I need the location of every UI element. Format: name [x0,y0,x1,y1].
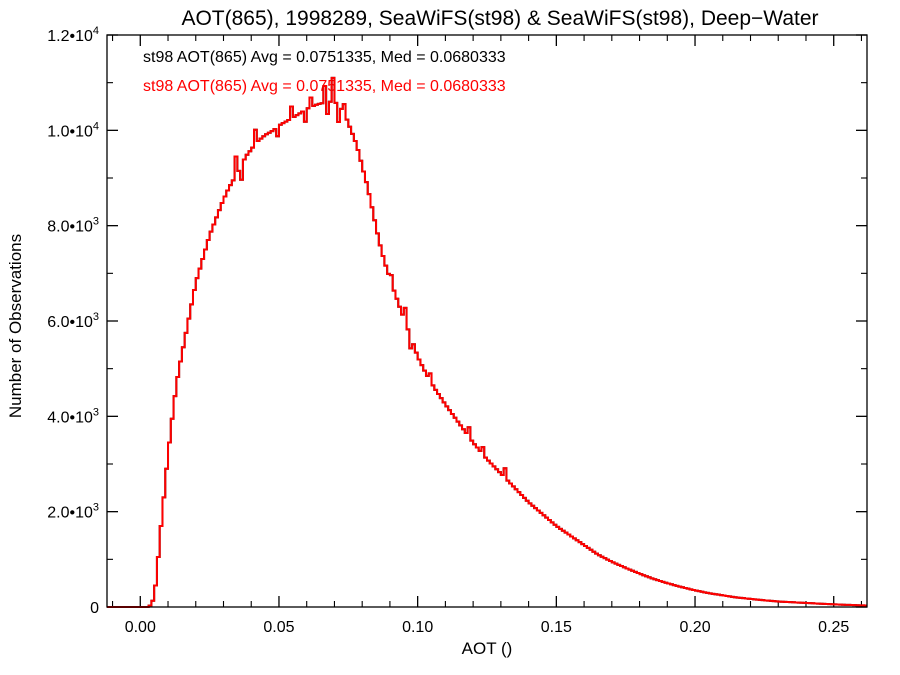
y-tick-label: 1.0•104 [47,120,99,140]
y-axis-label: Number of Observations [6,234,25,418]
x-tick-label: 0.25 [818,619,849,636]
annotation-black: st98 AOT(865) Avg = 0.0751335, Med = 0.0… [143,49,506,66]
y-tick-label: 8.0•103 [47,216,99,236]
x-axis-ticks: 0.00 0.05 0.10 0.15 0.20 0.25 [111,35,863,636]
x-tick-label: 0.05 [263,619,294,636]
x-tick-label: 0.00 [125,619,156,636]
histogram-line-black [107,76,867,608]
y-tick-label: 2.0•103 [47,502,99,522]
x-tick-label: 0.15 [541,619,572,636]
x-tick-label: 0.10 [402,619,433,636]
y-tick-label: 1.2•104 [47,25,99,45]
y-tick-label: 0 [90,600,99,617]
x-tick-label: 0.20 [679,619,710,636]
chart-title: AOT(865), 1998289, SeaWiFS(st98) & SeaWi… [181,7,818,30]
histogram-series [107,76,867,608]
y-axis-ticks: 0 2.0•103 4.0•103 6.0•103 8.0•103 1.0•104 1.2•… [47,25,867,617]
plot-frame [106,34,868,608]
y-tick-label: 6.0•103 [47,311,99,331]
x-axis-label: AOT () [462,639,513,658]
histogram-line-red [107,76,867,608]
y-tick-label: 4.0•103 [47,406,99,426]
